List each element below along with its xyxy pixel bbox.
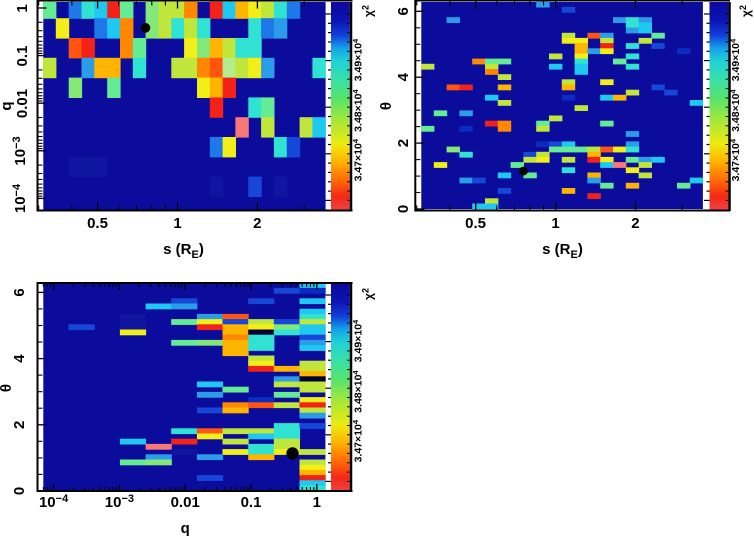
svg-text:4: 4 [395,72,412,81]
svg-text:0.01: 0.01 [171,494,200,511]
svg-text:0.1: 0.1 [14,46,31,67]
svg-text:4: 4 [11,354,28,363]
svg-text:0.1: 0.1 [241,494,262,511]
svg-text:1: 1 [313,494,321,511]
svg-text:6: 6 [395,7,412,15]
svg-text:3.48×104: 3.48×104 [351,89,365,132]
svg-text:0: 0 [395,205,412,213]
svg-text:3.48×104: 3.48×104 [728,89,742,132]
svg-text:3.47×104: 3.47×104 [351,138,365,181]
svg-text:χ2: χ2 [361,288,376,300]
svg-text:q: q [0,101,15,110]
svg-text:2: 2 [631,215,639,232]
svg-text:2: 2 [11,421,28,429]
svg-text:1: 1 [14,4,31,12]
svg-text:2: 2 [253,215,261,232]
svg-text:1: 1 [173,215,181,232]
svg-text:χ2: χ2 [361,5,376,17]
svg-text:θ: θ [0,384,15,392]
svg-text:θ: θ [378,102,395,110]
svg-text:3.48×104: 3.48×104 [351,370,365,413]
svg-text:3.49×104: 3.49×104 [351,319,365,362]
svg-text:0.5: 0.5 [87,215,108,232]
svg-text:0.01: 0.01 [14,89,31,118]
svg-text:3.47×104: 3.47×104 [728,138,742,181]
svg-text:6: 6 [11,288,28,296]
svg-text:2: 2 [395,139,412,147]
svg-text:1: 1 [551,215,559,232]
svg-text:0.5: 0.5 [465,215,486,232]
svg-text:3.49×104: 3.49×104 [351,38,365,81]
svg-text:3.49×104: 3.49×104 [728,38,742,81]
svg-text:0: 0 [11,487,28,495]
svg-text:χ2: χ2 [738,5,753,17]
svg-text:q: q [181,520,190,537]
svg-text:3.47×104: 3.47×104 [351,419,365,462]
